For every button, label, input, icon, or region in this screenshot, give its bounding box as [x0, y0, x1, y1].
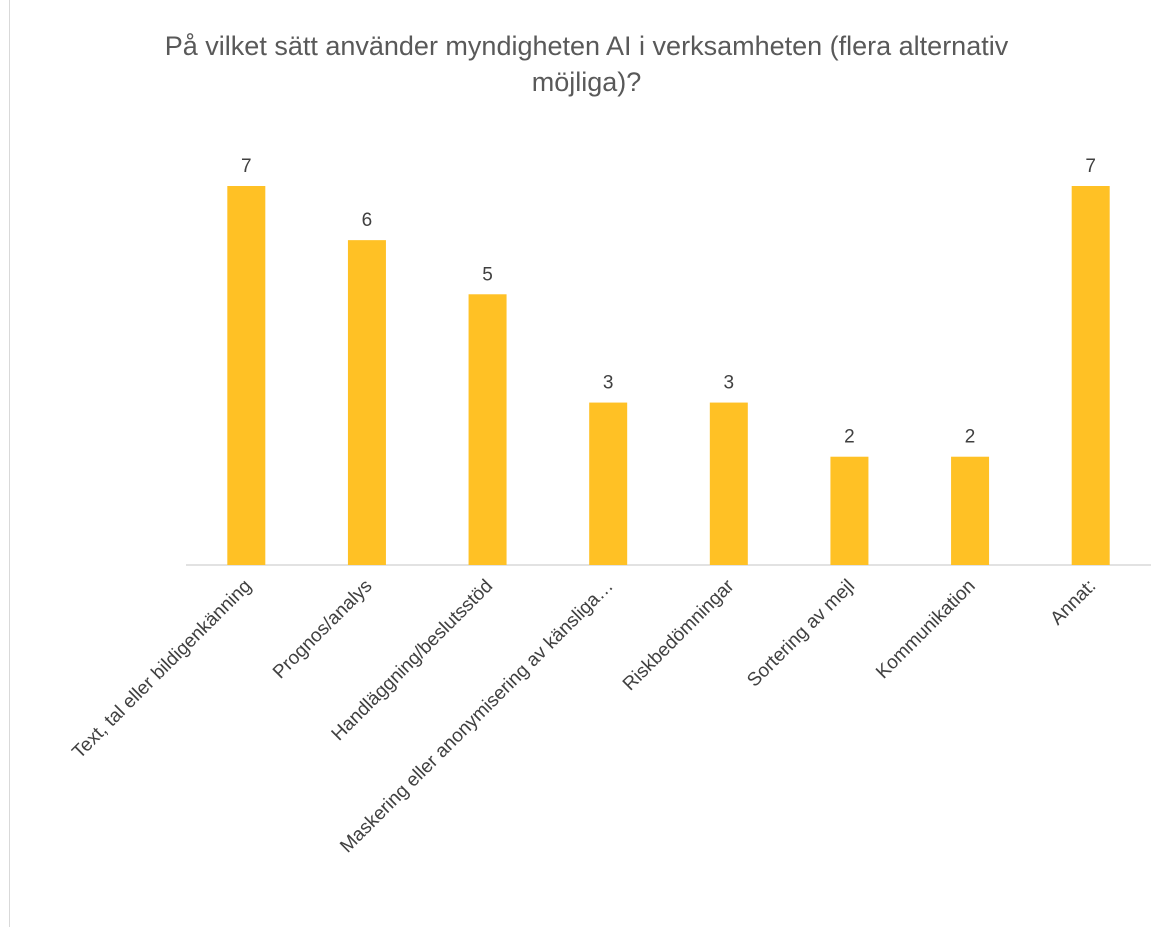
chart-border	[9, 0, 10, 927]
bar	[1071, 186, 1110, 565]
data-label: 2	[965, 427, 976, 448]
x-tick-label: Maskering eller anonymisering av känslig…	[336, 576, 617, 857]
bar	[347, 240, 386, 565]
data-label: 3	[724, 373, 735, 394]
bar	[709, 402, 748, 565]
data-label: 7	[1085, 156, 1096, 177]
data-label: 3	[603, 373, 614, 394]
bar	[468, 294, 507, 565]
bar	[951, 456, 990, 565]
data-label: 6	[362, 210, 373, 231]
bar	[589, 402, 628, 565]
bar	[227, 186, 266, 565]
x-tick-label: Riskbedömningar	[619, 575, 739, 695]
x-tick-label: Kommunikation	[872, 576, 979, 683]
x-tick-label: Text, tal eller bildigenkänning	[68, 576, 255, 763]
data-label: 7	[241, 156, 252, 177]
x-tick-label: Sortering av mejl	[743, 576, 859, 692]
x-tick-label: Prognos/analys	[269, 576, 376, 683]
chart-title: På vilket sätt använder myndigheten AI i…	[164, 31, 1009, 97]
data-label: 5	[482, 264, 493, 285]
bar	[830, 456, 869, 565]
data-label: 2	[844, 427, 855, 448]
x-tick-label: Annat:	[1047, 576, 1101, 630]
